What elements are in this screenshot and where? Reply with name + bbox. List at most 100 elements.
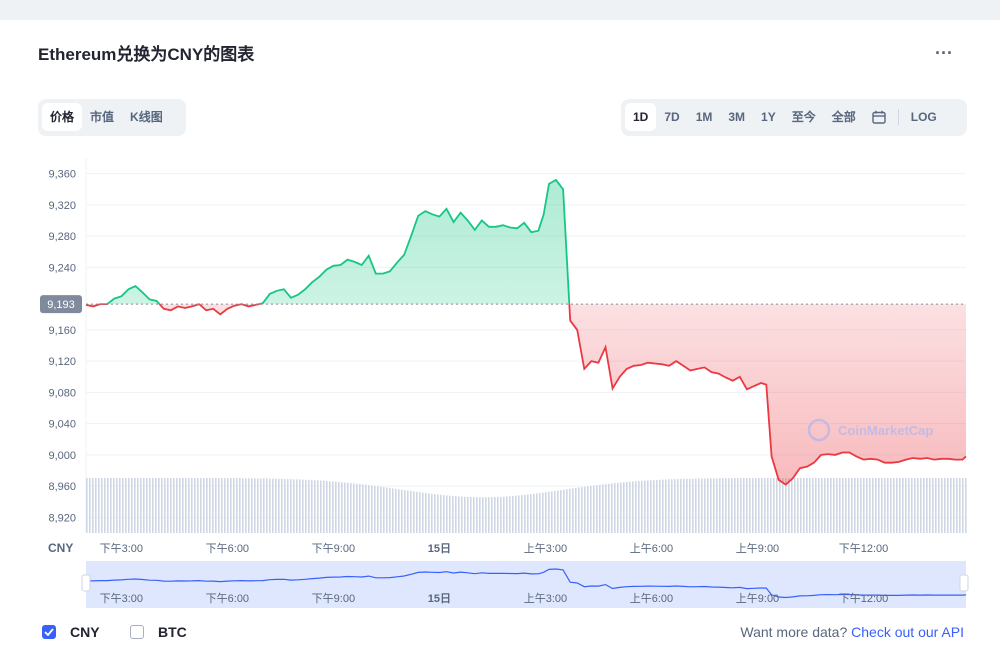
volume-bar bbox=[425, 493, 427, 533]
volume-bar bbox=[554, 490, 556, 533]
volume-bar bbox=[323, 480, 325, 533]
volume-bar bbox=[953, 478, 955, 533]
y-tick-label: 9,240 bbox=[48, 262, 76, 274]
range-3m[interactable]: 3M bbox=[728, 110, 746, 124]
volume-bar bbox=[566, 489, 568, 533]
volume-bar bbox=[827, 478, 829, 533]
volume-bar bbox=[110, 478, 112, 533]
volume-bar bbox=[713, 478, 715, 533]
volume-bar bbox=[179, 478, 181, 533]
volume-bar bbox=[833, 478, 835, 533]
chart-title: Ethereum兑换为CNY的图表 bbox=[38, 45, 255, 64]
volume-bar bbox=[581, 487, 583, 533]
calendar-icon[interactable] bbox=[864, 103, 894, 131]
navigator-tick-label: 下午6:00 bbox=[206, 592, 249, 605]
tab-candlestick[interactable]: K线图 bbox=[130, 110, 163, 124]
volume-bar bbox=[155, 478, 157, 533]
volume-bar bbox=[245, 478, 247, 533]
volume-bar bbox=[380, 486, 382, 533]
volume-bar bbox=[878, 478, 880, 533]
api-link[interactable]: Check out our API bbox=[851, 624, 964, 640]
volume-bar bbox=[641, 480, 643, 533]
volume-bar bbox=[515, 495, 517, 533]
volume-bar bbox=[506, 496, 508, 533]
volume-bar bbox=[116, 478, 118, 533]
volume-bar bbox=[485, 497, 487, 533]
cny-checkbox[interactable] bbox=[42, 625, 56, 639]
range-1y[interactable]: 1Y bbox=[761, 110, 776, 124]
more-options-icon[interactable]: ... bbox=[935, 38, 954, 58]
volume-bar bbox=[890, 478, 892, 533]
range-1d[interactable]: 1D bbox=[625, 103, 657, 131]
range-7d[interactable]: 7D bbox=[664, 110, 680, 124]
volume-bar bbox=[740, 478, 742, 533]
volume-bar bbox=[197, 478, 199, 533]
volume-bar bbox=[926, 478, 928, 533]
volume-bar bbox=[587, 486, 589, 533]
volume-bar bbox=[794, 478, 796, 533]
volume-bar bbox=[578, 487, 580, 533]
btc-checkbox[interactable] bbox=[130, 625, 144, 639]
range-1m[interactable]: 1M bbox=[695, 110, 713, 124]
volume-bar bbox=[329, 481, 331, 533]
navigator-tick-label: 下午12:00 bbox=[839, 592, 889, 605]
volume-bar bbox=[959, 478, 961, 533]
x-tick-label: 上午9:00 bbox=[736, 542, 779, 555]
legend-cny[interactable]: CNY bbox=[42, 624, 100, 640]
volume-bar bbox=[650, 480, 652, 533]
tab-market-cap[interactable]: 市值 bbox=[90, 110, 115, 124]
log-toggle-button[interactable]: LOG bbox=[910, 110, 937, 124]
volume-bar bbox=[725, 478, 727, 533]
volume-bar bbox=[707, 478, 709, 533]
volume-bar bbox=[437, 494, 439, 533]
api-promo-text: Want more data? bbox=[740, 624, 848, 640]
volume-bar bbox=[665, 479, 667, 533]
volume-bar bbox=[596, 485, 598, 533]
navigator-handle-left[interactable] bbox=[81, 574, 91, 592]
volume-bar bbox=[257, 478, 259, 533]
volume-bar bbox=[500, 496, 502, 533]
volume-bar bbox=[365, 484, 367, 533]
volume-bar bbox=[530, 494, 532, 533]
volume-bar bbox=[278, 478, 280, 533]
volume-bar bbox=[434, 494, 436, 533]
range-ytd[interactable]: 至今 bbox=[791, 110, 816, 124]
volume-bar bbox=[950, 478, 952, 533]
volume-bar bbox=[458, 496, 460, 533]
volume-bar bbox=[161, 478, 163, 533]
volume-bar bbox=[182, 478, 184, 533]
volume-bar bbox=[524, 494, 526, 533]
range-all[interactable]: 全部 bbox=[831, 110, 856, 124]
volume-bar bbox=[908, 478, 910, 533]
area-below-reference bbox=[86, 304, 966, 485]
volume-bar bbox=[836, 478, 838, 533]
volume-bar bbox=[374, 485, 376, 533]
volume-bar bbox=[572, 488, 574, 533]
volume-bar bbox=[806, 478, 808, 533]
volume-bar bbox=[845, 478, 847, 533]
volume-bar bbox=[419, 492, 421, 533]
volume-bar bbox=[875, 478, 877, 533]
y-tick-label: 8,920 bbox=[48, 512, 76, 524]
volume-bar bbox=[392, 488, 394, 533]
y-tick-label: 9,040 bbox=[48, 419, 76, 431]
volume-bar bbox=[902, 478, 904, 533]
volume-bar bbox=[824, 478, 826, 533]
volume-bar bbox=[929, 478, 931, 533]
volume-bar bbox=[584, 486, 586, 533]
volume-bar bbox=[497, 496, 499, 533]
tab-price[interactable]: 价格 bbox=[42, 103, 83, 131]
volume-bar bbox=[701, 478, 703, 533]
volume-bar bbox=[350, 483, 352, 533]
volume-bar bbox=[122, 478, 124, 533]
volume-bar bbox=[293, 479, 295, 533]
volume-bar bbox=[281, 478, 283, 533]
navigator-handle-right[interactable] bbox=[959, 574, 969, 592]
volume-bar bbox=[470, 497, 472, 533]
volume-bar bbox=[773, 478, 775, 533]
legend-btc[interactable]: BTC bbox=[130, 624, 187, 640]
area-above-reference bbox=[86, 179, 966, 305]
volume-bar bbox=[677, 479, 679, 533]
range-tab-group: 1D 7D 1M 3M 1Y 至今 全部 LOG bbox=[621, 99, 967, 136]
